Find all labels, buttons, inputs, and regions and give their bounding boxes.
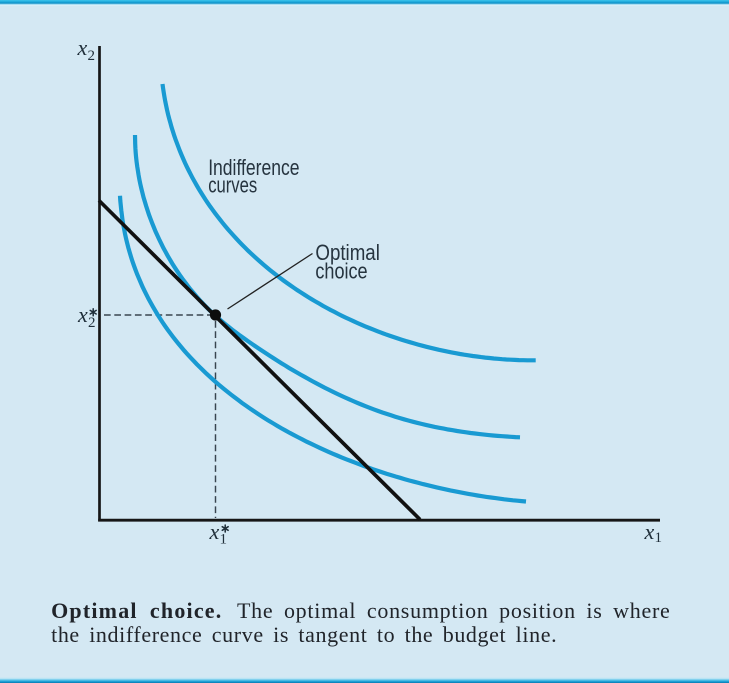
svg-text:2: 2 bbox=[88, 48, 96, 64]
svg-text:1: 1 bbox=[220, 532, 228, 548]
svg-text:x: x bbox=[77, 35, 88, 60]
svg-text:choice: choice bbox=[315, 259, 367, 284]
svg-text:x: x bbox=[209, 519, 220, 544]
svg-text:Optimal: Optimal bbox=[315, 240, 380, 265]
svg-text:Indifference: Indifference bbox=[208, 155, 299, 180]
svg-text:1: 1 bbox=[655, 530, 663, 546]
svg-text:curves: curves bbox=[208, 172, 257, 197]
svg-text:x: x bbox=[644, 519, 655, 544]
svg-text:x: x bbox=[77, 302, 88, 327]
svg-text:2: 2 bbox=[88, 315, 96, 331]
